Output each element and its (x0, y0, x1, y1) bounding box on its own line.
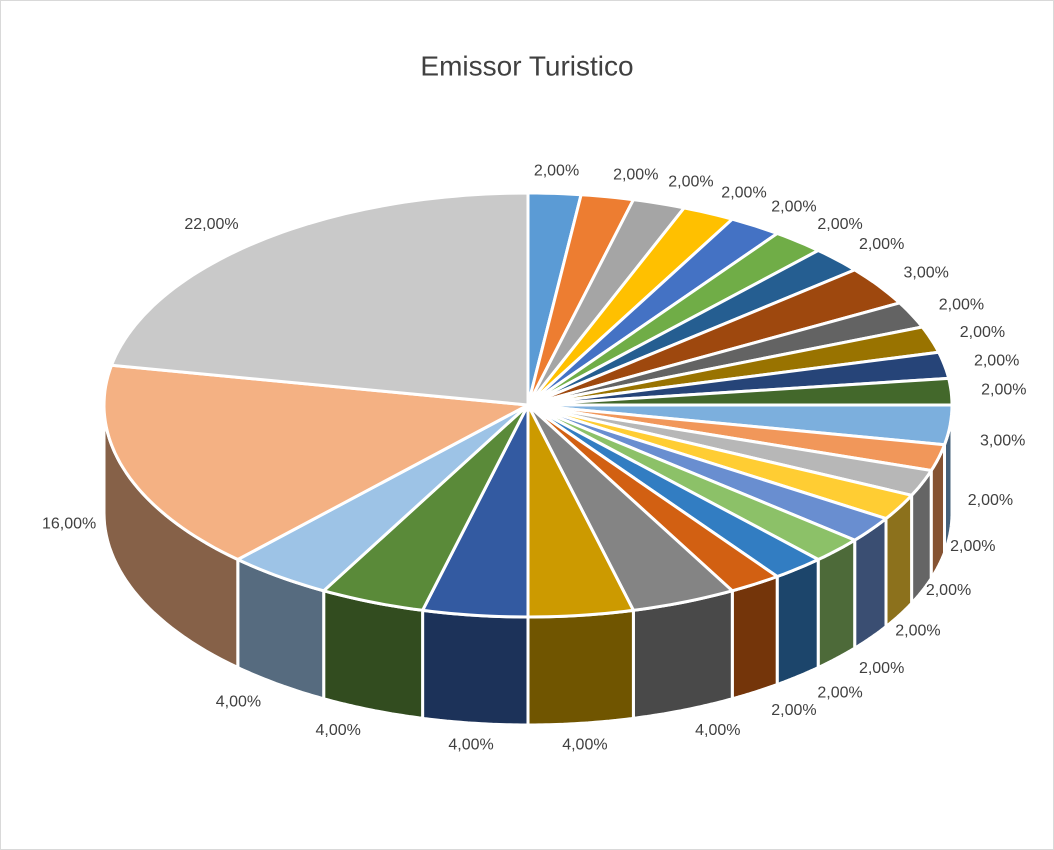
data-label: 4,00% (562, 736, 607, 753)
slice-side (526, 608, 635, 727)
slice (526, 403, 820, 578)
data-label: 4,00% (315, 722, 360, 739)
slice-side (775, 558, 820, 686)
data-label: 3,00% (903, 265, 948, 282)
data-label: 2,00% (817, 216, 862, 233)
data-label: 4,00% (216, 694, 261, 711)
slice (526, 232, 820, 407)
slice-side (816, 538, 857, 669)
slice (526, 403, 734, 612)
chart-title: Emissor Turistico (420, 50, 633, 81)
data-label: 2,00% (926, 582, 971, 599)
slice (526, 268, 902, 407)
slice-side (730, 575, 779, 701)
data-label: 2,00% (939, 297, 984, 314)
slice (526, 403, 888, 542)
slice (526, 249, 857, 407)
data-label: 2,00% (895, 623, 940, 640)
slice (236, 403, 530, 593)
data-label: 2,00% (771, 199, 816, 216)
data-label: 2,00% (968, 492, 1013, 509)
data-label: 2,00% (981, 382, 1026, 399)
slice (526, 403, 857, 561)
data-label: 2,00% (950, 538, 995, 555)
slice (526, 217, 779, 407)
slice-side (631, 589, 734, 720)
data-label: 4,00% (695, 722, 740, 739)
data-label: 16,00% (42, 515, 96, 532)
slice-side (421, 608, 530, 727)
slice-side (322, 589, 425, 720)
data-label: 2,00% (817, 685, 862, 702)
data-label: 3,00% (980, 432, 1025, 449)
slice (526, 325, 941, 407)
data-label: 2,00% (859, 236, 904, 253)
slice (526, 403, 635, 619)
slice (526, 403, 914, 521)
slice (526, 206, 734, 407)
slice (322, 403, 530, 612)
data-label: 2,00% (613, 166, 658, 183)
slice (526, 403, 779, 593)
data-label: 2,00% (960, 324, 1005, 341)
data-label: 4,00% (448, 736, 493, 753)
slice (110, 191, 530, 407)
data-label: 2,00% (534, 163, 579, 180)
slice (526, 301, 924, 407)
data-label: 2,00% (859, 660, 904, 677)
data-label: 2,00% (974, 352, 1019, 369)
data-label: 2,00% (668, 174, 713, 191)
data-label: 2,00% (771, 702, 816, 719)
slice (102, 363, 530, 561)
data-label: 2,00% (721, 184, 766, 201)
data-label: 22,00% (184, 216, 238, 233)
